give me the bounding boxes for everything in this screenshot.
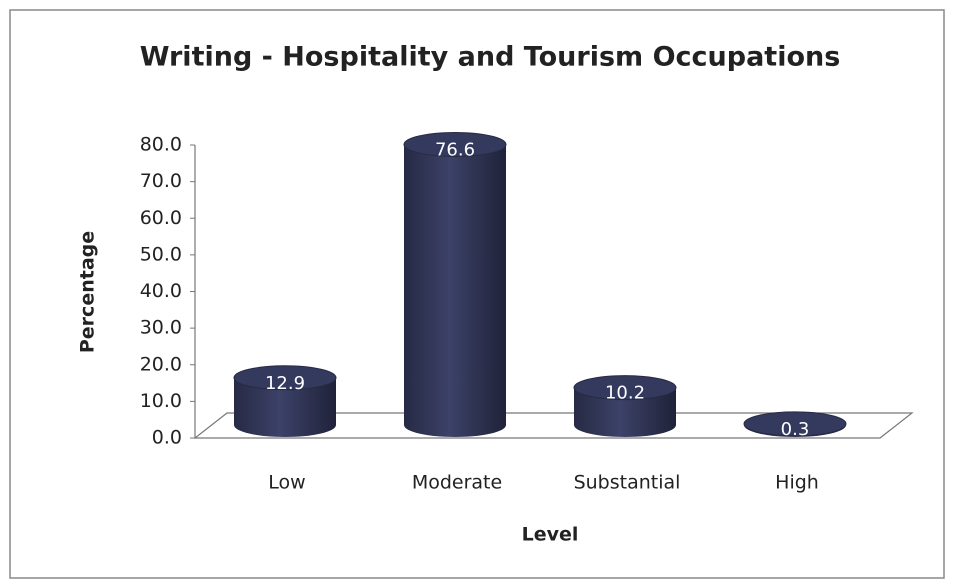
y-tick-label: 30.0 [140, 317, 182, 339]
x-axis-label: Level [522, 524, 579, 546]
x-tick-label: Substantial [574, 472, 681, 494]
bar-body [574, 387, 676, 437]
x-tick-label: Low [268, 472, 305, 494]
value-label: 76.6 [435, 139, 475, 160]
bar [233, 365, 337, 437]
y-tick-label: 40.0 [140, 280, 182, 302]
bar-top [743, 411, 847, 437]
x-tick-label: Moderate [412, 472, 502, 494]
y-tick-label: 50.0 [140, 243, 182, 265]
x-tick-label: High [775, 472, 819, 494]
y-tick-label: 70.0 [140, 170, 182, 192]
bar-body [404, 144, 506, 437]
bar-body [234, 377, 336, 437]
bar [743, 411, 847, 437]
value-label: 0.3 [781, 419, 810, 440]
bar [573, 375, 677, 437]
value-label: 12.9 [265, 373, 305, 394]
y-tick-label: 10.0 [140, 390, 182, 412]
bar-top [403, 131, 507, 157]
bar [403, 131, 507, 437]
chart-title: Writing - Hospitality and Tourism Occupa… [140, 42, 841, 73]
floor [193, 412, 914, 439]
y-tick-label: 0.0 [152, 427, 182, 449]
y-tick-label: 80.0 [140, 134, 182, 156]
y-tick-label: 20.0 [140, 353, 182, 375]
bar-top [573, 375, 677, 401]
value-label: 10.2 [605, 383, 645, 404]
bar-top [233, 365, 337, 391]
y-axis-label: Percentage [77, 231, 99, 353]
y-tick-label: 60.0 [140, 207, 182, 229]
